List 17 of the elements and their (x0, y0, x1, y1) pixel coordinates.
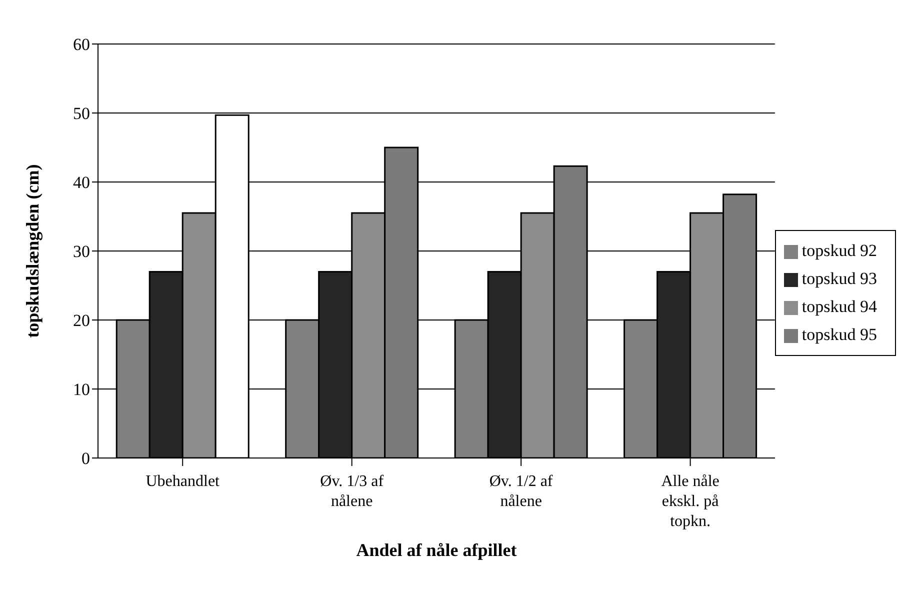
legend-label: topskud 93 (802, 269, 877, 288)
legend-label: topskud 92 (802, 241, 877, 260)
y-tick-label: 60 (73, 35, 90, 54)
x-tick-label: Ubehandlet (146, 473, 220, 490)
y-tick-label: 10 (73, 380, 90, 400)
y-axis-title: topskudslængden (cm) (22, 164, 42, 338)
y-tick-label: 30 (73, 242, 90, 262)
x-tick-label: Øv. 1/2 af nålene (489, 473, 554, 510)
y-tick-label: 40 (73, 173, 90, 192)
x-tick-label: Alle nåle ekskl. på topkn. (661, 473, 720, 530)
x-tick-label: Øv. 1/3 af nålene (320, 473, 384, 510)
x-axis-title: Andel af nåle afpillet (356, 540, 517, 560)
legend-label: topskud 95 (802, 325, 877, 344)
y-tick-label: 20 (73, 311, 90, 330)
y-tick-label: 0 (82, 449, 90, 468)
y-tick-label: 50 (73, 104, 90, 124)
legend-label: topskud 94 (802, 297, 877, 316)
